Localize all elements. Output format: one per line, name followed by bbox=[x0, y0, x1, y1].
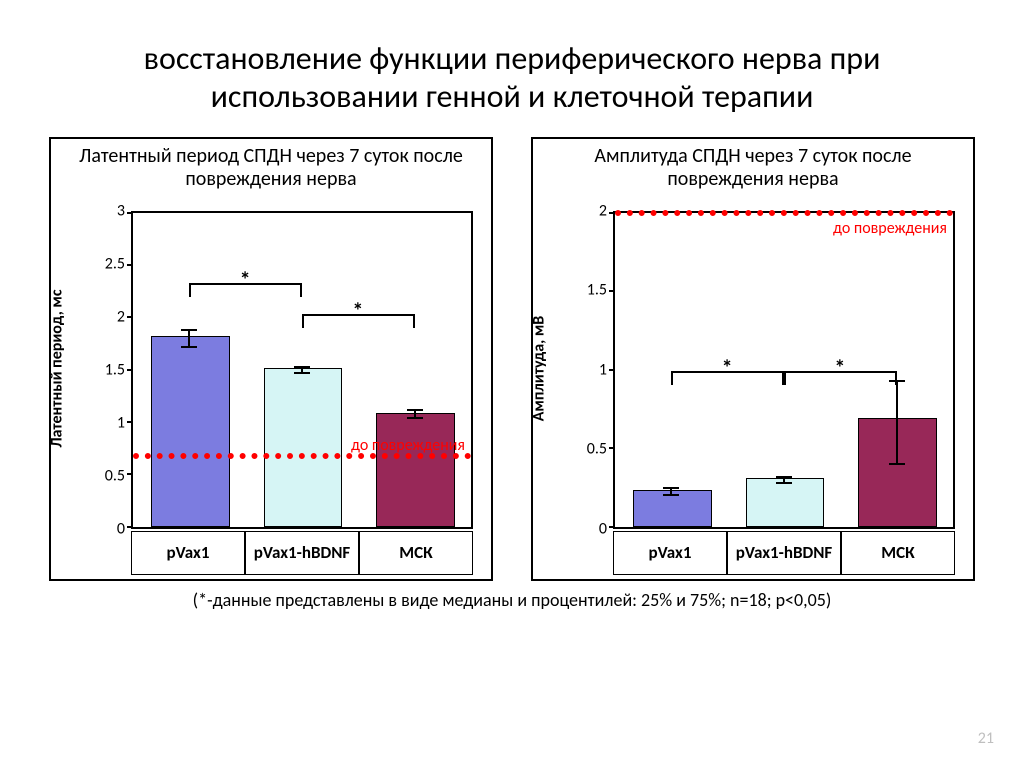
page-number: 21 bbox=[978, 729, 994, 748]
footnote: (*-данные представлены в виде медианы и … bbox=[0, 581, 1024, 611]
baseline-label: до повреждения bbox=[351, 436, 465, 455]
x-label: pVax1 bbox=[613, 531, 727, 575]
significance-star: * bbox=[352, 297, 363, 324]
bar bbox=[264, 368, 343, 527]
chart-right: Амплитуда СПДН через 7 суток после повре… bbox=[531, 137, 975, 581]
x-axis-labels: pVax1pVax1-hBDNFМСК bbox=[131, 531, 473, 575]
y-tick: 2.5 bbox=[93, 254, 125, 273]
y-tick: 2 bbox=[575, 201, 607, 220]
x-label: МСК bbox=[359, 531, 473, 575]
y-tick: 3 bbox=[93, 201, 125, 220]
x-label: pVax1 bbox=[131, 531, 245, 575]
bar bbox=[151, 336, 230, 526]
y-tick: 0.5 bbox=[575, 440, 607, 459]
charts-container: Латентный период СПДН через 7 суток посл… bbox=[0, 137, 1024, 581]
y-tick: 1 bbox=[93, 413, 125, 432]
y-tick: 1.5 bbox=[575, 281, 607, 300]
significance-star: * bbox=[834, 354, 845, 381]
y-tick: 0 bbox=[575, 519, 607, 538]
y-tick: 1 bbox=[575, 360, 607, 379]
x-label: pVax1-hBDNF bbox=[727, 531, 841, 575]
y-axis-label: Амплитуда, мВ bbox=[530, 316, 549, 422]
x-axis-labels: pVax1pVax1-hBDNFМСК bbox=[613, 531, 955, 575]
baseline-label: до повреждения bbox=[833, 219, 947, 238]
plot-area: * * до повреждения bbox=[613, 211, 955, 529]
plot-area: * * до повреждения bbox=[131, 211, 473, 529]
y-tick: 2 bbox=[93, 307, 125, 326]
y-tick: 0 bbox=[93, 519, 125, 538]
y-tick: 0.5 bbox=[93, 466, 125, 485]
chart-left: Латентный период СПДН через 7 суток посл… bbox=[49, 137, 493, 581]
y-axis-label: Латентный период, мс bbox=[48, 289, 67, 447]
x-label: МСК bbox=[841, 531, 955, 575]
bar bbox=[858, 418, 937, 527]
y-axis: 00.511.52 bbox=[573, 211, 611, 529]
significance-star: * bbox=[240, 266, 251, 293]
baseline-line bbox=[615, 210, 953, 216]
bar bbox=[746, 478, 825, 527]
y-tick: 1.5 bbox=[93, 360, 125, 379]
bar bbox=[376, 413, 455, 527]
significance-star: * bbox=[722, 354, 733, 381]
x-label: pVax1-hBDNF bbox=[245, 531, 359, 575]
y-axis: 00.511.522.53 bbox=[91, 211, 129, 529]
chart-title: Амплитуда СПДН через 7 суток после повре… bbox=[533, 139, 973, 195]
chart-title: Латентный период СПДН через 7 суток посл… bbox=[51, 139, 491, 195]
slide-title: восстановление функции периферического н… bbox=[0, 0, 1024, 137]
